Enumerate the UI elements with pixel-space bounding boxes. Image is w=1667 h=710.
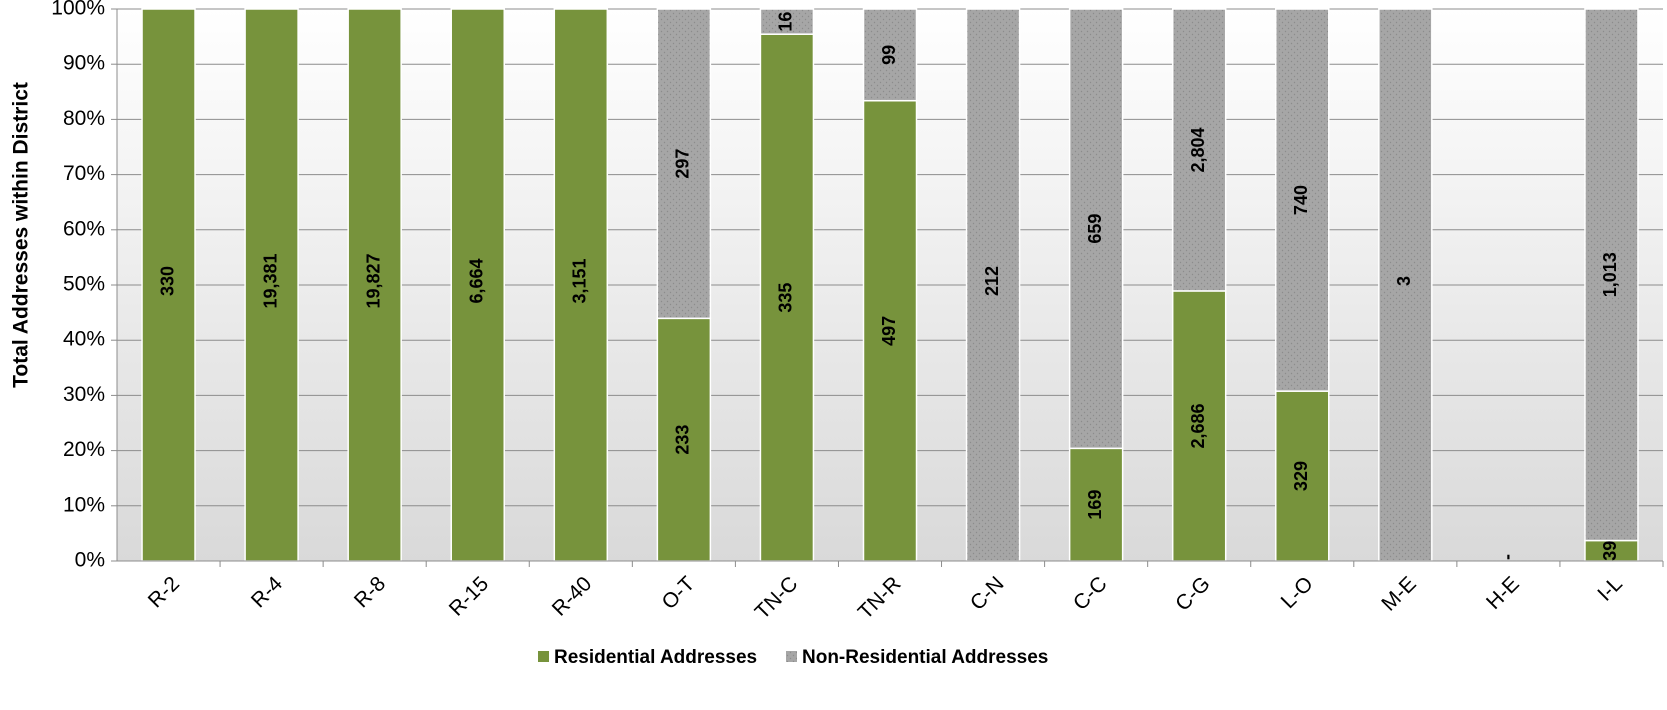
x-tick-label: R-40 xyxy=(548,572,596,620)
data-label-non-residential: 3 xyxy=(1394,276,1414,286)
y-axis-title: Total Addresses within District xyxy=(10,82,33,388)
bar-non-residential-o-t xyxy=(656,8,712,320)
legend: Residential Addresses Non-Residential Ad… xyxy=(538,647,1048,668)
data-label-non-residential: 1,013 xyxy=(1600,252,1620,297)
data-label-residential: 497 xyxy=(879,316,899,346)
y-tick-label: 100% xyxy=(51,0,105,20)
y-tick-label: 0% xyxy=(75,549,105,572)
bar-non-residential-m-e xyxy=(1378,8,1433,562)
y-tick-label: 60% xyxy=(63,217,105,240)
x-tick-label: C-C xyxy=(1069,572,1112,615)
bar-residential-r-40 xyxy=(553,8,609,562)
bar-residential-c-c xyxy=(1068,447,1124,562)
x-tick-label: H-E xyxy=(1482,572,1524,614)
data-label-residential: 335 xyxy=(776,283,796,313)
data-label-residential: 19,381 xyxy=(260,253,280,308)
data-label-non-residential: 16 xyxy=(776,12,796,32)
y-tick-label: 70% xyxy=(63,162,105,185)
legend-swatch-non-residential xyxy=(786,651,797,662)
bar-non-residential-c-g xyxy=(1171,8,1227,292)
y-tick-label: 30% xyxy=(63,383,105,406)
legend-label-non-residential: Non-Residential Addresses xyxy=(802,647,1048,668)
x-tick-label: TN-C xyxy=(751,572,803,624)
y-tick-label: 90% xyxy=(63,52,105,75)
bars xyxy=(141,8,1639,562)
bar-residential-r-8 xyxy=(347,8,402,562)
data-label-residential: 3,151 xyxy=(570,258,590,303)
bar-residential-l-o xyxy=(1275,390,1330,562)
data-label-non-residential: - xyxy=(1497,554,1517,560)
x-tick-label: R-15 xyxy=(445,572,493,620)
bar-residential-c-g xyxy=(1171,290,1227,562)
y-tick-label: 80% xyxy=(63,107,105,130)
data-label-residential: 6,664 xyxy=(466,258,486,303)
data-label-residential: 39 xyxy=(1600,541,1620,561)
bar-non-residential-c-c xyxy=(1068,8,1124,450)
legend-swatch-residential xyxy=(538,651,549,662)
data-label-non-residential: 740 xyxy=(1291,185,1311,215)
x-tick-label: R-2 xyxy=(144,572,184,612)
bar-non-residential-tn-r xyxy=(862,8,918,102)
data-label-non-residential: 659 xyxy=(1085,214,1105,244)
data-label-non-residential: 212 xyxy=(982,266,1002,296)
data-label-residential: 19,827 xyxy=(363,253,383,308)
data-label-residential: 330 xyxy=(157,266,177,296)
y-tick-label: 40% xyxy=(63,328,105,351)
data-label-non-residential: 99 xyxy=(879,45,899,65)
x-tick-label: R-4 xyxy=(247,572,287,612)
y-tick-label: 20% xyxy=(63,438,105,461)
data-labels: 330 19,381 19,827 6,664 3,151 233 297 335 16 497 9… xyxy=(157,12,1620,561)
data-label-residential: 2,686 xyxy=(1188,403,1208,448)
legend-label-residential: Residential Addresses xyxy=(554,647,757,668)
data-label-residential: 329 xyxy=(1291,461,1311,491)
bar-non-residential-tn-c xyxy=(759,8,815,35)
bar-non-residential-l-o xyxy=(1275,8,1330,392)
data-label-non-residential: 297 xyxy=(673,149,693,179)
x-tick-label: C-N xyxy=(966,572,1009,615)
x-tick-label: I-L xyxy=(1593,572,1627,606)
x-tick-label: C-G xyxy=(1171,572,1214,615)
data-label-residential: 233 xyxy=(673,425,693,455)
x-tick-label: M-E xyxy=(1377,572,1420,615)
bar-non-residential-i-l xyxy=(1584,8,1639,542)
y-tick-label: 50% xyxy=(63,273,105,296)
x-tick-label: TN-R xyxy=(854,572,906,624)
bar-non-residential-c-n xyxy=(965,8,1021,562)
data-label-non-residential: 2,804 xyxy=(1188,127,1208,172)
y-tick-label: 10% xyxy=(63,493,105,516)
x-tick-label: R-8 xyxy=(350,572,390,612)
x-tick-label: L-O xyxy=(1277,572,1318,613)
data-label-residential: 169 xyxy=(1085,490,1105,520)
bar-residential-r-2 xyxy=(141,8,196,562)
bar-residential-tn-c xyxy=(759,33,815,562)
x-tick-label: O-T xyxy=(657,572,699,614)
